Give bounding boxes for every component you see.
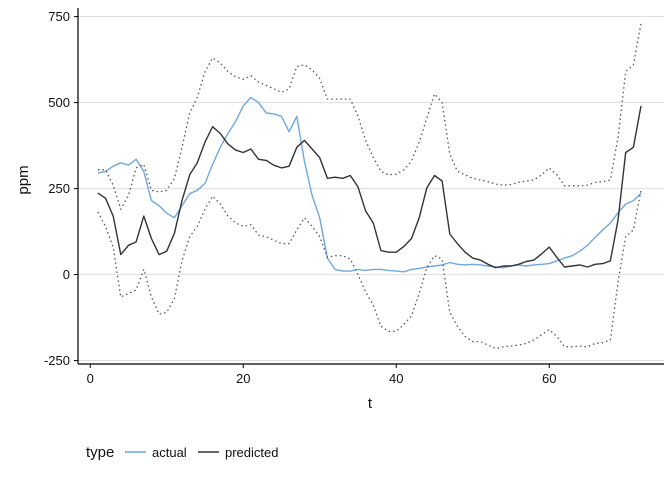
- y-tick-label: 750: [48, 9, 70, 24]
- legend-label-predicted: predicted: [225, 445, 278, 460]
- x-tick-label: 40: [389, 371, 403, 386]
- series-group: [97, 23, 642, 350]
- legend-title: type: [86, 444, 114, 461]
- axes: [74, 8, 664, 368]
- legend: type actual predicted: [86, 444, 278, 461]
- upper-bound-line: [97, 23, 642, 210]
- y-tick-label: 0: [63, 267, 70, 282]
- y-tick-label: 500: [48, 95, 70, 110]
- actual-line: [97, 96, 642, 273]
- x-tick-label: 20: [236, 371, 250, 386]
- y-tick-label: -250: [44, 353, 70, 368]
- x-tick-label: 60: [542, 371, 556, 386]
- y-tick-label: 250: [48, 181, 70, 196]
- x-tick-label: 0: [87, 371, 94, 386]
- legend-label-actual: actual: [152, 445, 187, 460]
- y-axis-title: ppm: [15, 165, 32, 194]
- predicted-line: [97, 105, 642, 269]
- grid-lines: [78, 16, 664, 362]
- x-axis-title: t: [368, 395, 373, 412]
- lower-bound-line: [97, 190, 642, 350]
- tick-labels: -250 0 250 500 750 0 20 40 60: [44, 9, 557, 386]
